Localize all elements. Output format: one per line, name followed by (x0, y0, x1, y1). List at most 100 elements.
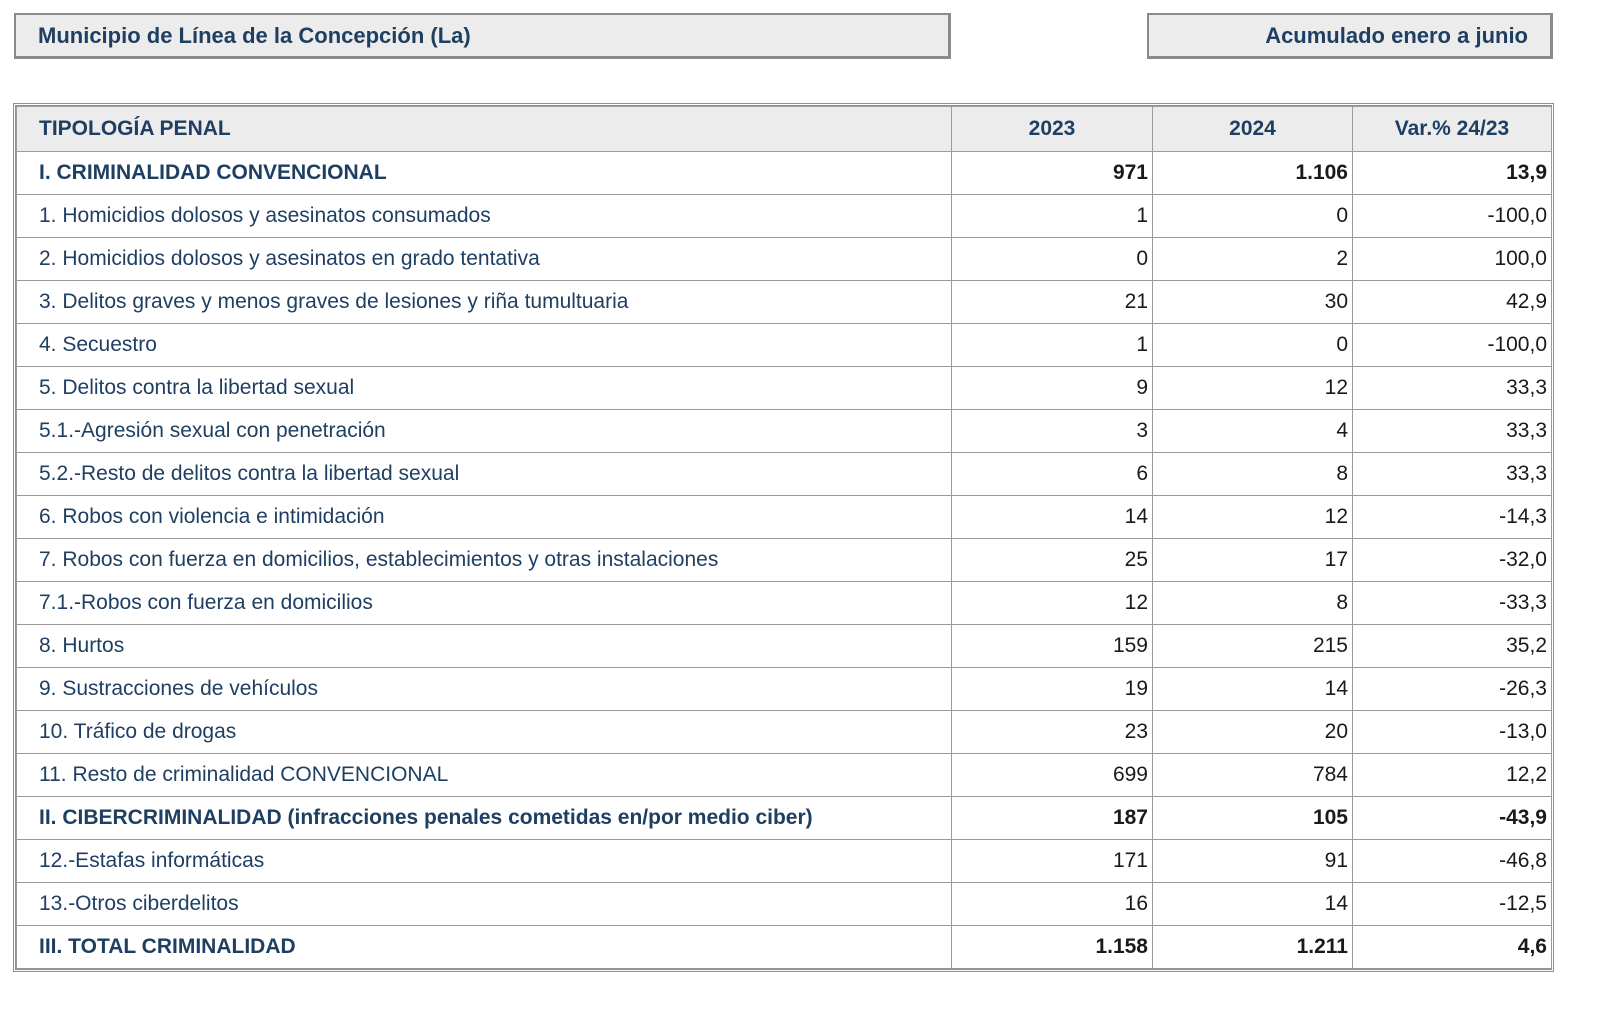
row-label: 8. Hurtos (16, 624, 952, 668)
value-2024: 784 (1152, 753, 1353, 797)
value-2023: 159 (951, 624, 1153, 668)
value-2024: 14 (1152, 882, 1353, 926)
municipality-title-text: Municipio de Línea de la Concepción (La) (38, 22, 471, 48)
value-2023: 16 (951, 882, 1153, 926)
value-variation: 33,3 (1352, 366, 1552, 410)
value-2024: 8 (1152, 452, 1353, 496)
value-2024: 0 (1152, 194, 1353, 238)
value-variation: -46,8 (1352, 839, 1552, 883)
value-2024: 17 (1152, 538, 1353, 582)
value-2023: 14 (951, 495, 1153, 539)
table-row: 13.-Otros ciberdelitos 16 14 -12,5 (16, 882, 1552, 926)
row-label: I. CRIMINALIDAD CONVENCIONAL (16, 151, 952, 195)
value-2024: 0 (1152, 323, 1353, 367)
row-label: 11. Resto de criminalidad CONVENCIONAL (16, 753, 952, 797)
value-2023: 699 (951, 753, 1153, 797)
value-variation: -33,3 (1352, 581, 1552, 625)
value-variation: 35,2 (1352, 624, 1552, 668)
row-label: 7. Robos con fuerza en domicilios, estab… (16, 538, 952, 582)
value-variation: -14,3 (1352, 495, 1552, 539)
value-2023: 971 (951, 151, 1153, 195)
value-2024: 12 (1152, 495, 1353, 539)
value-variation: 100,0 (1352, 237, 1552, 281)
value-2024: 8 (1152, 581, 1353, 625)
value-2023: 1 (951, 323, 1153, 367)
period-label: Acumulado enero a junio (1147, 13, 1553, 59)
value-2023: 19 (951, 667, 1153, 711)
table-row: 1. Homicidios dolosos y asesinatos consu… (16, 194, 1552, 238)
value-variation: 4,6 (1352, 925, 1552, 969)
value-variation: 33,3 (1352, 452, 1552, 496)
value-2023: 6 (951, 452, 1153, 496)
value-variation: 13,9 (1352, 151, 1552, 195)
row-label: III. TOTAL CRIMINALIDAD (16, 925, 952, 969)
value-2024: 105 (1152, 796, 1353, 840)
value-variation: -43,9 (1352, 796, 1552, 840)
value-2023: 12 (951, 581, 1153, 625)
column-header-variation: Var.% 24/23 (1352, 106, 1552, 152)
column-header-typology: TIPOLOGÍA PENAL (16, 106, 952, 152)
row-label: 6. Robos con violencia e intimidación (16, 495, 952, 539)
table-row: 5.1.-Agresión sexual con penetración 3 4 33… (16, 409, 1552, 453)
value-variation: -100,0 (1352, 323, 1552, 367)
table-row: 5. Delitos contra la libertad sexual 9 12 3… (16, 366, 1552, 410)
table-row: 7.1.-Robos con fuerza en domicilios 12 8 -3… (16, 581, 1552, 625)
value-variation: 12,2 (1352, 753, 1552, 797)
value-2024: 4 (1152, 409, 1353, 453)
value-variation: 33,3 (1352, 409, 1552, 453)
row-label: 13.-Otros ciberdelitos (16, 882, 952, 926)
row-label: 5.2.-Resto de delitos contra la libertad… (16, 452, 952, 496)
value-2024: 91 (1152, 839, 1353, 883)
row-label: 1. Homicidios dolosos y asesinatos consu… (16, 194, 952, 238)
table-row: 8. Hurtos 159 215 35,2 (16, 624, 1552, 668)
table-row: 7. Robos con fuerza en domicilios, estab… (16, 538, 1552, 582)
table-row: 5.2.-Resto de delitos contra la libertad… (16, 452, 1552, 496)
row-label: 12.-Estafas informáticas (16, 839, 952, 883)
row-label: 2. Homicidios dolosos y asesinatos en gr… (16, 237, 952, 281)
table-row: 6. Robos con violencia e intimidación 14 1… (16, 495, 1552, 539)
value-2024: 14 (1152, 667, 1353, 711)
value-2023: 0 (951, 237, 1153, 281)
row-label: 4. Secuestro (16, 323, 952, 367)
value-2024: 12 (1152, 366, 1353, 410)
crime-statistics-table: TIPOLOGÍA PENAL 2023 2024 Var.% 24/23 I.… (13, 103, 1554, 972)
value-variation: -100,0 (1352, 194, 1552, 238)
table-row: 11. Resto de criminalidad CONVENCIONAL 69… (16, 753, 1552, 797)
value-2023: 171 (951, 839, 1153, 883)
column-header-2023: 2023 (951, 106, 1153, 152)
row-label: 5.1.-Agresión sexual con penetración (16, 409, 952, 453)
value-2024: 30 (1152, 280, 1353, 324)
table-row: 12.-Estafas informáticas 171 91 -46,8 (16, 839, 1552, 883)
municipality-title: Municipio de Línea de la Concepción (La) (14, 13, 951, 59)
table-row-category-total: II. CIBERCRIMINALIDAD (infracciones pena… (16, 796, 1552, 840)
value-variation: -13,0 (1352, 710, 1552, 754)
value-2023: 23 (951, 710, 1153, 754)
value-2023: 1 (951, 194, 1153, 238)
row-label: 7.1.-Robos con fuerza en domicilios (16, 581, 952, 625)
period-label-text: Acumulado enero a junio (1265, 22, 1528, 48)
row-label: 9. Sustracciones de vehículos (16, 667, 952, 711)
value-2023: 25 (951, 538, 1153, 582)
value-2024: 1.106 (1152, 151, 1353, 195)
value-variation: -26,3 (1352, 667, 1552, 711)
table-row-category-total: III. TOTAL CRIMINALIDAD 1.158 1.211 4,6 (16, 925, 1552, 969)
row-label: 5. Delitos contra la libertad sexual (16, 366, 952, 410)
table-row-category-total: I. CRIMINALIDAD CONVENCIONAL 971 1.106 13,9 (16, 151, 1552, 195)
value-2023: 21 (951, 280, 1153, 324)
table-header-row: TIPOLOGÍA PENAL 2023 2024 Var.% 24/23 (16, 106, 1552, 152)
value-2024: 1.211 (1152, 925, 1353, 969)
row-label: 10. Tráfico de drogas (16, 710, 952, 754)
value-2024: 20 (1152, 710, 1353, 754)
value-variation: -32,0 (1352, 538, 1552, 582)
table-row: 2. Homicidios dolosos y asesinatos en gr… (16, 237, 1552, 281)
value-2024: 215 (1152, 624, 1353, 668)
value-2023: 1.158 (951, 925, 1153, 969)
value-2024: 2 (1152, 237, 1353, 281)
column-header-2024: 2024 (1152, 106, 1353, 152)
value-variation: 42,9 (1352, 280, 1552, 324)
table-row: 10. Tráfico de drogas 23 20 -13,0 (16, 710, 1552, 754)
row-label: 3. Delitos graves y menos graves de lesi… (16, 280, 952, 324)
table-row: 3. Delitos graves y menos graves de lesi… (16, 280, 1552, 324)
value-2023: 9 (951, 366, 1153, 410)
row-label: II. CIBERCRIMINALIDAD (infracciones pena… (16, 796, 952, 840)
